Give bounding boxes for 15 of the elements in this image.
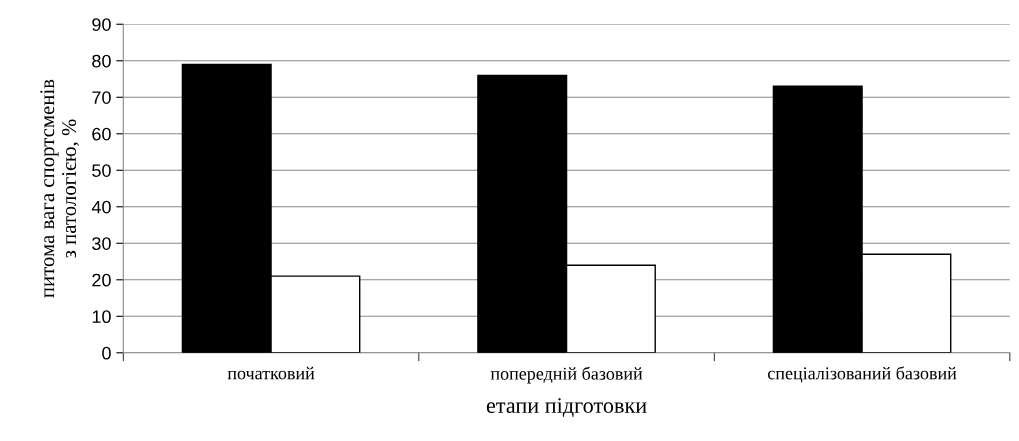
y-tick-label: 70	[92, 91, 111, 104]
y-axis-title: питома вага спортсменів з патологією, %	[40, 79, 80, 298]
y-tick-label: 10	[92, 310, 111, 324]
y-tick-label: 90	[92, 18, 111, 31]
y-tick-label: 40	[91, 200, 111, 214]
y-tick-label: 0	[102, 346, 111, 360]
x-tick-label: спеціалізований базовий	[768, 366, 957, 383]
x-tick-label: початковий	[227, 366, 315, 380]
x-tick-label: попередній базовий	[490, 366, 643, 384]
y-tick-label: 20	[92, 273, 111, 287]
y-tick-label: 50	[92, 164, 111, 177]
x-axis-title: етапи підготовки	[486, 398, 647, 418]
y-tick-label: 60	[92, 127, 111, 141]
y-tick-label: 80	[92, 54, 111, 68]
y-tick-label: 30	[92, 237, 111, 251]
